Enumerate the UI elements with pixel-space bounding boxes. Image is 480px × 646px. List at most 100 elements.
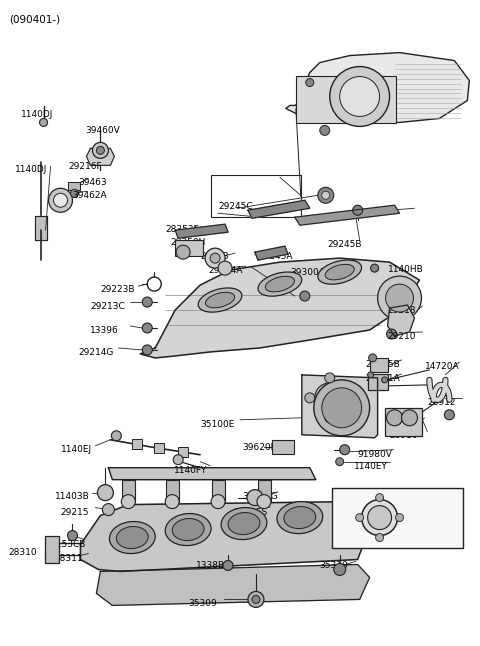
Circle shape <box>121 495 135 508</box>
Circle shape <box>102 504 114 516</box>
Circle shape <box>340 76 380 116</box>
Circle shape <box>378 276 421 320</box>
Circle shape <box>325 373 335 383</box>
Circle shape <box>142 345 152 355</box>
Text: 39460V: 39460V <box>85 127 120 136</box>
Text: 28915B: 28915B <box>366 360 400 369</box>
Bar <box>132 439 142 449</box>
Bar <box>370 358 387 372</box>
Circle shape <box>396 514 404 521</box>
Bar <box>175 240 203 256</box>
Circle shape <box>247 490 263 506</box>
Text: 1123GY: 1123GY <box>358 208 393 217</box>
Circle shape <box>257 495 271 508</box>
Text: 1140EY: 1140EY <box>354 462 387 471</box>
Circle shape <box>68 530 77 541</box>
Text: 1140FY: 1140FY <box>174 466 207 475</box>
Circle shape <box>330 67 390 127</box>
Ellipse shape <box>165 514 211 546</box>
Ellipse shape <box>258 272 302 296</box>
Circle shape <box>165 495 179 508</box>
Circle shape <box>340 444 350 455</box>
Bar <box>272 440 294 453</box>
Text: 39463: 39463 <box>78 178 107 187</box>
Circle shape <box>371 264 379 272</box>
Circle shape <box>314 380 370 436</box>
Polygon shape <box>255 246 288 260</box>
Circle shape <box>93 142 108 158</box>
Circle shape <box>248 592 264 607</box>
Ellipse shape <box>116 526 148 548</box>
Ellipse shape <box>198 288 242 312</box>
Text: 39620H: 39620H <box>242 443 277 452</box>
Circle shape <box>223 561 233 570</box>
Circle shape <box>382 377 387 383</box>
Text: 28383: 28383 <box>200 252 229 261</box>
Circle shape <box>345 393 355 403</box>
Circle shape <box>39 118 48 127</box>
Text: 1338BB: 1338BB <box>196 561 231 570</box>
Circle shape <box>322 388 361 428</box>
Text: 35310: 35310 <box>320 561 348 570</box>
Text: V6: V6 <box>350 90 369 103</box>
Text: 1140ES: 1140ES <box>234 508 268 517</box>
Text: 11403B: 11403B <box>55 492 89 501</box>
Bar <box>212 480 225 501</box>
Circle shape <box>334 563 346 576</box>
Bar <box>166 480 179 501</box>
Text: 13396: 13396 <box>90 326 119 335</box>
Text: 39300A: 39300A <box>290 268 325 277</box>
Text: 1140DJ: 1140DJ <box>21 110 53 120</box>
Polygon shape <box>286 52 469 123</box>
Circle shape <box>210 253 220 263</box>
Circle shape <box>353 205 363 215</box>
Circle shape <box>361 499 397 536</box>
Text: 29213C: 29213C <box>90 302 125 311</box>
Bar <box>368 374 387 390</box>
Text: 35101: 35101 <box>335 394 363 403</box>
Circle shape <box>48 188 72 213</box>
Circle shape <box>96 147 104 154</box>
Text: (061206-090407): (061206-090407) <box>340 492 413 501</box>
Circle shape <box>111 431 121 441</box>
Circle shape <box>300 291 310 301</box>
Polygon shape <box>96 565 370 605</box>
Circle shape <box>218 261 232 275</box>
Text: 35101: 35101 <box>420 516 448 525</box>
Circle shape <box>376 534 384 541</box>
Bar <box>69 182 81 191</box>
Ellipse shape <box>109 521 155 554</box>
Text: 28310: 28310 <box>9 548 37 556</box>
Text: 39462A: 39462A <box>72 191 107 200</box>
Polygon shape <box>81 501 374 572</box>
Text: 35304G: 35304G <box>242 492 277 501</box>
Circle shape <box>368 372 373 378</box>
Text: 29214G: 29214G <box>78 348 114 357</box>
Text: 29218: 29218 <box>387 306 416 315</box>
Text: 29245B: 29245B <box>328 240 362 249</box>
Bar <box>296 76 396 123</box>
Polygon shape <box>108 468 316 480</box>
Polygon shape <box>302 375 378 438</box>
Circle shape <box>376 494 384 501</box>
Polygon shape <box>248 200 310 218</box>
Polygon shape <box>295 205 399 225</box>
Ellipse shape <box>221 508 267 539</box>
Bar <box>45 536 59 563</box>
Circle shape <box>211 495 225 508</box>
Circle shape <box>368 506 392 530</box>
Ellipse shape <box>172 519 204 541</box>
Bar <box>332 488 463 548</box>
Circle shape <box>54 193 68 207</box>
Text: 28912: 28912 <box>428 398 456 407</box>
Polygon shape <box>387 305 415 336</box>
Text: (090401-): (090401-) <box>9 15 60 25</box>
Text: 29210: 29210 <box>387 332 416 341</box>
Text: 29245A: 29245A <box>258 252 292 261</box>
Text: 28311: 28311 <box>55 554 83 563</box>
Bar <box>178 447 188 457</box>
Text: 28910: 28910 <box>390 431 418 440</box>
Circle shape <box>386 329 396 339</box>
Circle shape <box>402 410 418 426</box>
Text: 29223B: 29223B <box>100 285 135 294</box>
